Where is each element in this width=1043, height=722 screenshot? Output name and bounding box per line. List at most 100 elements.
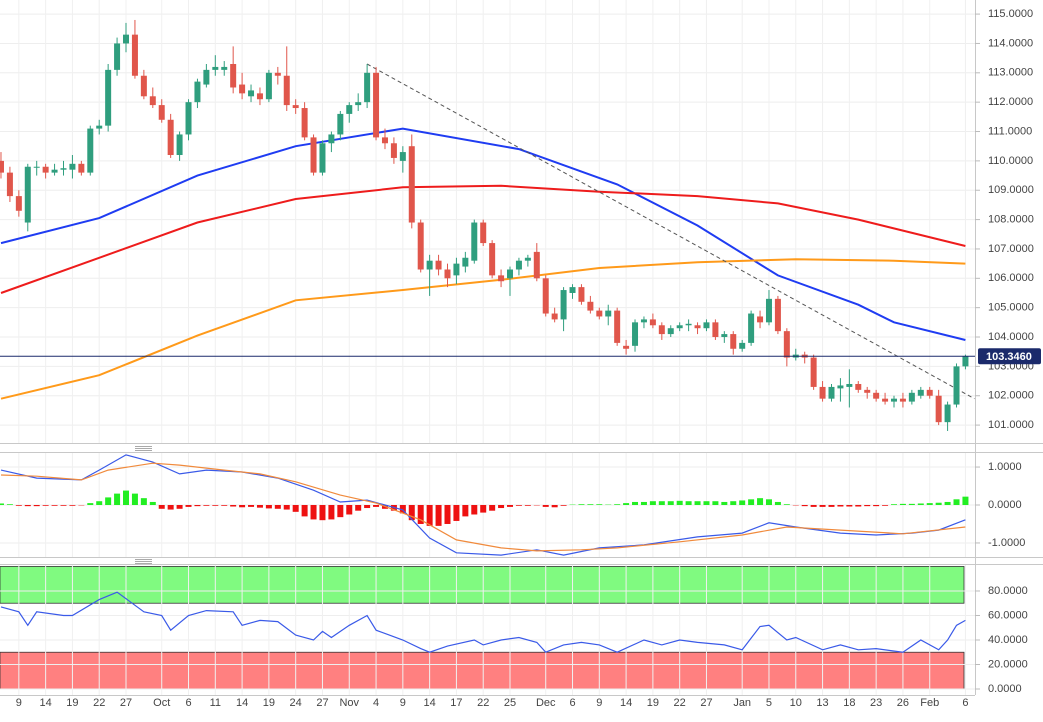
candle-body xyxy=(658,325,665,335)
histogram-bar xyxy=(310,505,317,520)
x-tick-label: 9 xyxy=(596,697,602,709)
candle-body xyxy=(667,328,674,335)
y-tick-label: 112.0000 xyxy=(988,96,1033,108)
candle-body xyxy=(337,113,344,135)
histogram-bar xyxy=(774,501,781,505)
y-tick-label: 108.0000 xyxy=(988,213,1034,225)
candle-body xyxy=(765,298,772,323)
histogram-bar xyxy=(221,505,228,506)
x-tick-label: 23 xyxy=(870,697,882,709)
candle-body xyxy=(274,72,281,76)
candle-body xyxy=(685,323,692,326)
histogram-bar xyxy=(274,505,281,509)
candle-body xyxy=(632,322,639,346)
candle-body xyxy=(846,383,853,387)
x-tick-label: 24 xyxy=(290,697,302,709)
y-tick-label: 101.0000 xyxy=(988,419,1034,431)
candle-body xyxy=(828,386,835,399)
candle-body xyxy=(882,398,889,402)
candle-body xyxy=(703,322,710,329)
histogram-bar xyxy=(149,501,156,505)
x-tick-label: 11 xyxy=(210,697,221,709)
y-tick-label: 113.0000 xyxy=(988,67,1033,79)
x-tick-label: 22 xyxy=(674,697,686,709)
histogram-bar xyxy=(319,505,326,521)
candle-body xyxy=(435,260,442,270)
candle-body xyxy=(899,398,906,402)
x-tick-label: 18 xyxy=(843,697,855,709)
candle-body xyxy=(203,69,210,85)
histogram-bar xyxy=(765,499,772,505)
candle-body xyxy=(480,222,487,244)
candle-body xyxy=(15,196,22,211)
y-tick-label: 40.0000 xyxy=(988,634,1028,646)
candle-body xyxy=(114,43,121,70)
x-tick-label: 27 xyxy=(120,697,132,709)
resize-handle[interactable] xyxy=(135,446,152,451)
histogram-bar xyxy=(131,493,138,505)
histogram-bar xyxy=(578,504,585,505)
candle-body xyxy=(649,319,656,326)
x-tick-label: 4 xyxy=(373,697,379,709)
histogram-bar xyxy=(935,502,942,505)
candle-body xyxy=(551,313,558,320)
candle-body xyxy=(864,389,871,393)
histogram-bar xyxy=(123,490,130,505)
candle-body xyxy=(712,322,719,338)
histogram-bar xyxy=(185,505,192,507)
x-tick-label: 14 xyxy=(620,697,632,709)
x-tick-label: 22 xyxy=(477,697,489,709)
candle-body xyxy=(417,222,424,270)
histogram-bar xyxy=(640,501,647,505)
histogram-bar xyxy=(855,505,862,507)
candle-body xyxy=(587,301,594,311)
candle-body xyxy=(953,366,960,405)
candle-body xyxy=(783,331,790,358)
histogram-bar xyxy=(364,505,371,509)
x-tick-label: 14 xyxy=(424,697,436,709)
candle-body xyxy=(373,72,380,138)
x-tick-label: 19 xyxy=(263,697,275,709)
y-tick-label: 20.0000 xyxy=(988,658,1028,670)
histogram-bar xyxy=(140,498,147,505)
candle-body xyxy=(319,143,326,173)
candle-body xyxy=(426,260,433,270)
x-tick-label: 19 xyxy=(647,697,659,709)
y-tick-label: 106.0000 xyxy=(988,272,1034,284)
candle-body xyxy=(962,356,969,367)
y-tick-label: 102.0000 xyxy=(988,390,1034,402)
histogram-bar xyxy=(194,505,201,507)
x-tick-label: 19 xyxy=(66,697,78,709)
histogram-bar xyxy=(721,501,728,505)
histogram-bar xyxy=(846,505,853,507)
histogram-bar xyxy=(962,496,969,505)
histogram-bar xyxy=(167,505,174,510)
x-tick-label: Jan xyxy=(733,697,751,709)
histogram-bar xyxy=(864,505,871,507)
histogram-bar xyxy=(739,500,746,505)
candle-body xyxy=(140,75,147,97)
histogram-bar xyxy=(810,505,817,507)
candle-body xyxy=(515,260,522,270)
x-tick-label: 26 xyxy=(897,697,909,709)
candle-body xyxy=(891,398,898,402)
histogram-bar xyxy=(801,505,808,507)
histogram-bar xyxy=(60,505,67,506)
x-tick-label: 9 xyxy=(16,697,22,709)
candle-body xyxy=(560,290,567,320)
x-tick-label: 27 xyxy=(700,697,712,709)
candle-body xyxy=(355,102,362,106)
resize-handle[interactable] xyxy=(135,559,152,564)
candle-body xyxy=(730,334,737,349)
candle-body xyxy=(176,134,183,156)
candle-body xyxy=(42,166,49,173)
candle-body xyxy=(301,108,308,138)
candle-body xyxy=(69,163,76,170)
candle-body xyxy=(926,389,933,396)
candle-body xyxy=(390,143,397,158)
y-tick-label: 107.0000 xyxy=(988,243,1034,255)
candle-body xyxy=(739,342,746,349)
macd-line xyxy=(0,462,966,552)
candle-body xyxy=(408,146,415,223)
